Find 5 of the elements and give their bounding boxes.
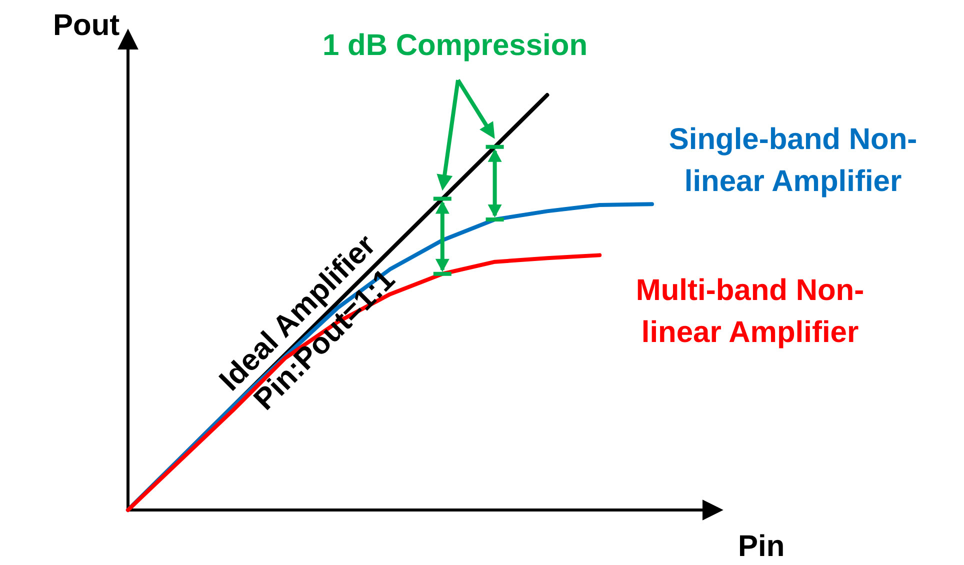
- x-axis-title: Pin: [738, 530, 785, 563]
- text: 1 dB Compression: [322, 29, 588, 62]
- series-label: Single-band Non- linear Amplifier: [668, 123, 918, 198]
- y-axis-title: Pout: [53, 9, 120, 42]
- series-label: Multi-band Non- linear Amplifier: [636, 274, 864, 350]
